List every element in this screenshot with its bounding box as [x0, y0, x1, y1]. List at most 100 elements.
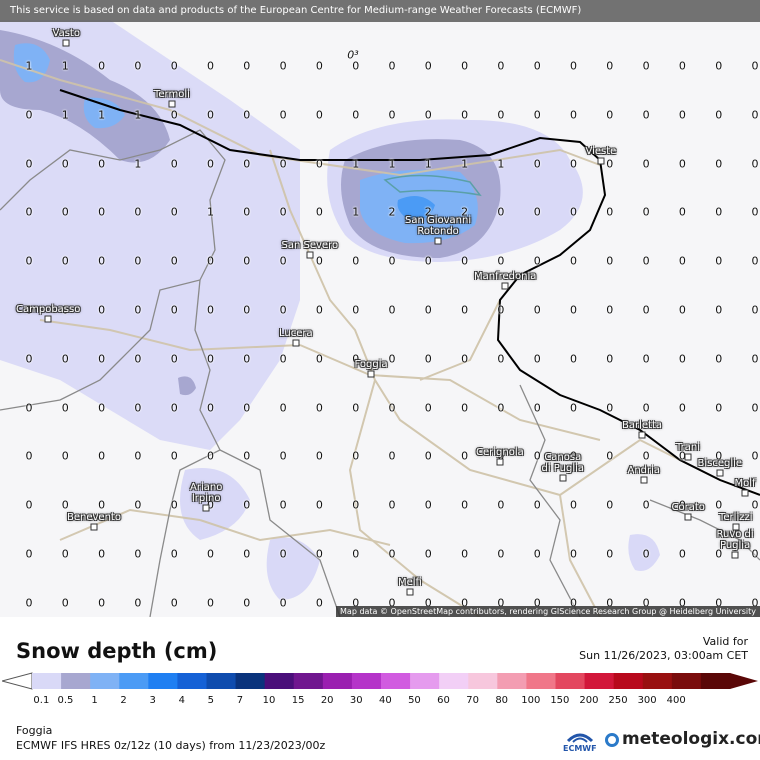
grid-value: 0	[606, 108, 614, 122]
scale-tick-label: 70	[466, 695, 479, 706]
grid-value: 0	[170, 254, 178, 268]
grid-value: 0	[461, 352, 469, 366]
grid-value: 0	[98, 303, 106, 317]
map-attribution[interactable]: Map data © OpenStreetMap contributors, r…	[336, 606, 760, 617]
scale-tick-label: 1	[91, 695, 98, 706]
grid-value: 0	[533, 205, 541, 219]
snow-area-2	[397, 196, 435, 221]
grid-value: 0	[461, 108, 469, 122]
legend-title: Snow depth (cm)	[16, 639, 218, 663]
grid-value: 0	[352, 352, 360, 366]
grid-value: 0	[207, 596, 214, 610]
legend-panel: Snow depth (cm) Valid for Sun 11/26/2023…	[0, 617, 760, 760]
grid-value: 0	[642, 254, 650, 268]
grid-value: 0	[98, 59, 106, 73]
grid-value: 0	[170, 352, 178, 366]
grid-value: 0	[678, 596, 686, 610]
grid-value: 0	[715, 205, 723, 219]
city-marker	[168, 100, 176, 108]
grid-value: 0	[533, 449, 541, 463]
city-label: San Severo	[281, 240, 339, 251]
grid-value: 0	[497, 205, 505, 219]
scale-bin	[148, 673, 178, 689]
grid-value: 0	[25, 254, 33, 268]
grid-value: 0	[207, 401, 214, 415]
grid-value: 0	[715, 401, 723, 415]
grid-value: 0	[315, 303, 323, 317]
grid-value: 0	[388, 59, 396, 73]
grid-value: 0	[570, 352, 577, 366]
grid-value: 0	[279, 498, 287, 512]
grid-value: 0	[388, 449, 396, 463]
grid-value: 0	[424, 401, 432, 415]
grid-value: 1	[352, 205, 360, 219]
grid-value: 0	[279, 449, 287, 463]
grid-value: 0	[570, 108, 577, 122]
grid-value: 0	[570, 303, 577, 317]
grid-value: 0	[388, 108, 396, 122]
grid-value: 0	[388, 401, 396, 415]
city-label: Ariano Irpino	[190, 482, 223, 504]
grid-value: 0	[424, 449, 432, 463]
scale-bin	[264, 673, 295, 689]
grid-value: 0	[642, 498, 650, 512]
grid-value: 0	[570, 449, 577, 463]
grid-value: 0	[243, 157, 251, 171]
grid-value: 0	[678, 449, 686, 463]
grid-value: 1	[61, 108, 69, 122]
grid-value: 0	[134, 303, 142, 317]
scale-bin	[206, 673, 237, 689]
snow-area-0.1	[180, 468, 250, 540]
grid-value: 0	[678, 254, 686, 268]
grid-value: 0	[315, 157, 323, 171]
grid-value: 1	[388, 157, 396, 171]
scale-bin	[381, 673, 411, 689]
city-label: Corato	[671, 502, 705, 513]
grid-value: 0	[606, 157, 614, 171]
scale-bin	[642, 673, 673, 689]
scale-tick-label: 10	[262, 695, 276, 706]
grid-value: 0	[170, 547, 178, 561]
grid-value: 0	[207, 547, 214, 561]
grid-value: 0	[134, 205, 142, 219]
grid-value: 0	[279, 205, 287, 219]
grid-value: 0	[497, 401, 505, 415]
meteologix-brand[interactable]: meteologix.com	[622, 729, 760, 749]
grid-value: 0	[570, 596, 577, 610]
scale-bin	[584, 673, 615, 689]
grid-value: 0	[715, 352, 723, 366]
grid-value: 0	[61, 547, 69, 561]
grid-value: 0	[606, 352, 614, 366]
valid-date: Sun 11/26/2023, 03:00am CET	[579, 649, 748, 662]
scale-tick-label: 100	[521, 695, 541, 706]
grid-value: 0	[751, 547, 759, 561]
grid-value: 0	[678, 205, 686, 219]
grid-value: 0	[533, 157, 541, 171]
grid-value: 0	[98, 205, 106, 219]
scale-bin	[497, 673, 527, 689]
grid-value: 0	[424, 303, 432, 317]
snow-area-0.1	[0, 20, 300, 450]
grid-value: 0	[134, 401, 142, 415]
city-label: Campobasso	[16, 304, 81, 315]
grid-value: 0	[170, 205, 178, 219]
grid-value: 0	[678, 157, 686, 171]
grid-value: 0	[461, 498, 469, 512]
grid-value: 0	[497, 352, 505, 366]
grid-value: 0	[243, 303, 251, 317]
city-marker	[684, 513, 692, 521]
city-label: Lucera	[279, 328, 313, 339]
grid-value: 0	[243, 401, 251, 415]
scale-tick-label: 50	[408, 695, 421, 706]
grid-value: 0	[751, 498, 759, 512]
snow-area-0.1	[266, 537, 320, 600]
grid-value: 0	[388, 303, 396, 317]
city-label: Canosa di Puglia	[541, 452, 585, 474]
model-info: ECMWF IFS HRES 0z/12z (10 days) from 11/…	[16, 739, 326, 752]
snow-depth-map[interactable]: 1 1 0 0 0 0 0 0 0 0 0 0 0 0 0 0 0 0 0 0 0 0 1 1 1 0 0 0 0 0 0 0 0 0 0 0 0 0 0 0…	[0, 0, 760, 617]
grid-value: 0	[461, 449, 469, 463]
scale-bin	[410, 673, 440, 689]
city-marker	[732, 523, 740, 531]
location-name: Foggia	[16, 724, 53, 737]
scale-bin	[61, 673, 91, 689]
